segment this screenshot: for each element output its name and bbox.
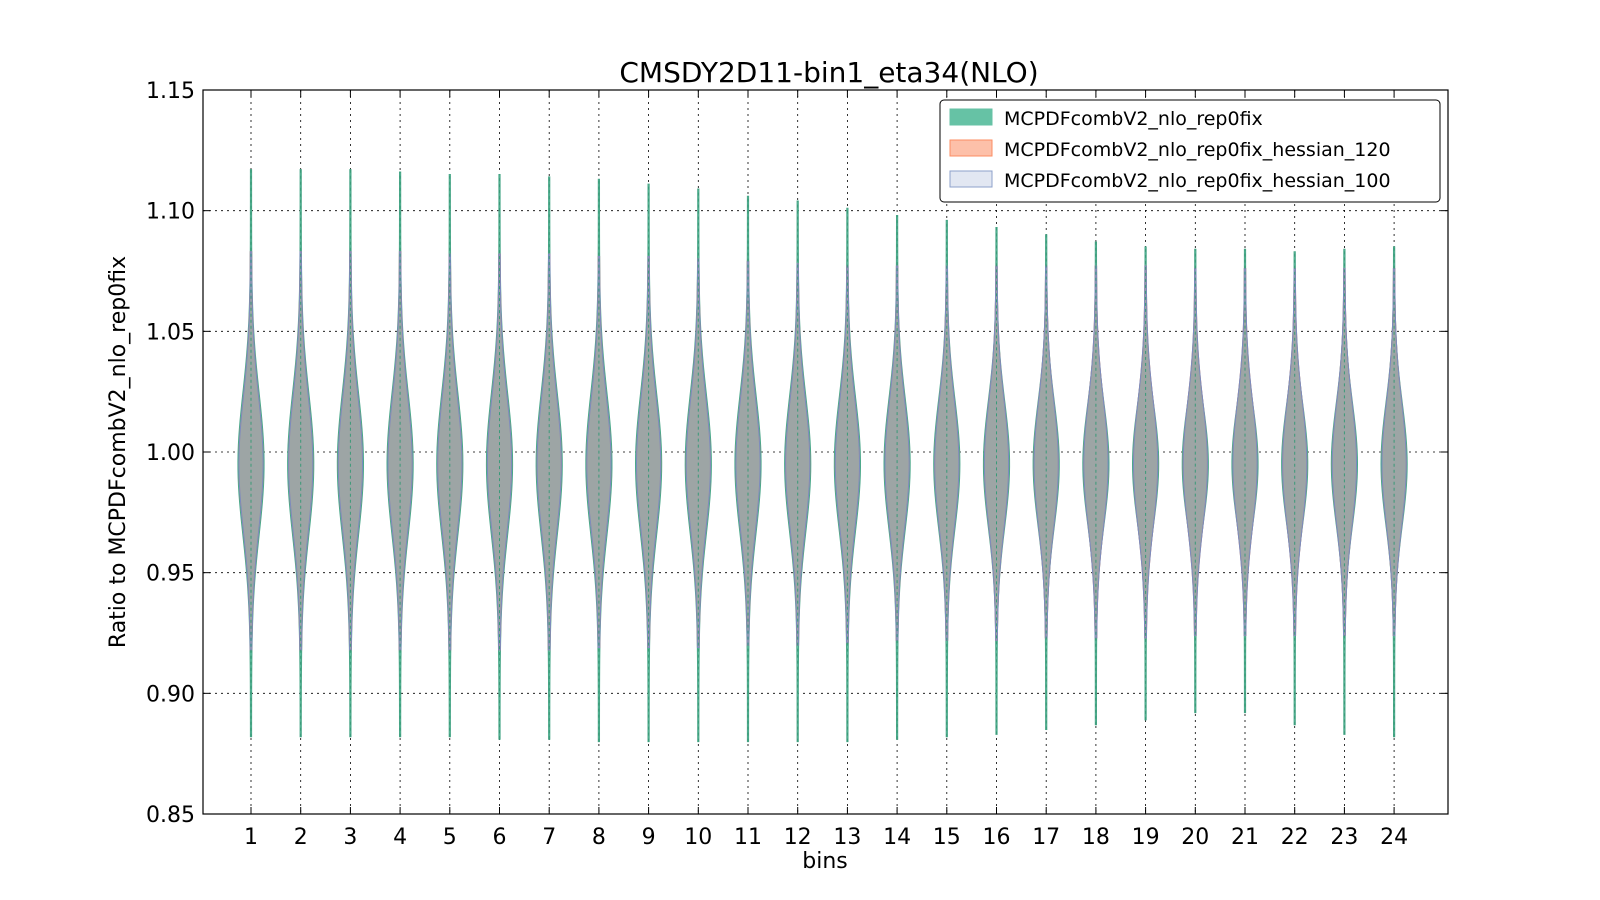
- legend-items: MCPDFcombV2_nlo_rep0fix MCPDFcombV2_nlo_r…: [949, 108, 1391, 192]
- legend-label: MCPDFcombV2_nlo_rep0fix: [1004, 108, 1263, 130]
- x-tick-label: 24: [1380, 825, 1408, 850]
- x-tick-label: 2: [294, 825, 308, 850]
- x-tick-label: 4: [393, 825, 407, 850]
- x-tick-label: 13: [833, 825, 861, 850]
- x-tick-label: 7: [542, 825, 556, 850]
- x-tick-label: 9: [642, 825, 656, 850]
- violin-shape: [486, 253, 513, 651]
- x-tick-label: 18: [1082, 825, 1110, 850]
- x-tick-label: 16: [983, 825, 1011, 850]
- x-tick-label: 23: [1330, 825, 1358, 850]
- violin-center-lines: [250, 169, 1395, 742]
- violin-shape: [288, 251, 314, 651]
- x-tick-label: 17: [1032, 825, 1060, 850]
- violin-shape: [536, 253, 562, 651]
- violin-layer: [237, 169, 1408, 743]
- y-tick-label: 0.85: [146, 803, 195, 828]
- violin-shape: [535, 176, 563, 740]
- y-tick-label: 1.05: [146, 320, 195, 345]
- violin-shape: [387, 251, 413, 651]
- violin-shape: [238, 251, 264, 651]
- violin-shape: [436, 173, 464, 738]
- x-axis-title: bins: [802, 849, 847, 874]
- y-tick-label: 1.10: [146, 200, 195, 225]
- violin-shape: [983, 265, 1010, 641]
- violin-shape: [884, 265, 910, 641]
- x-tick-label: 5: [443, 825, 457, 850]
- x-tick-label: 14: [883, 825, 911, 850]
- legend-swatch: [949, 108, 993, 126]
- violin-shape: [1132, 265, 1159, 639]
- violin-shape: [585, 178, 613, 743]
- x-tick-label: 12: [784, 825, 812, 850]
- y-tick-label: 0.95: [146, 562, 195, 587]
- x-tick-label: 1: [244, 825, 258, 850]
- y-tick-label: 1.00: [146, 441, 195, 466]
- violin-shape: [834, 265, 861, 644]
- x-tick-label: 21: [1231, 825, 1259, 850]
- y-axis-title: Ratio to MCPDFcombV2_nlo_rep0fix: [106, 256, 131, 648]
- legend-label: MCPDFcombV2_nlo_rep0fix_hessian_100: [1004, 170, 1391, 192]
- x-tick-label: 22: [1281, 825, 1309, 850]
- violin-shape: [337, 251, 364, 651]
- legend-swatch: [949, 170, 993, 188]
- chart-title: CMSDY2D11-bin1_eta34(NLO): [619, 56, 1038, 89]
- x-tick-label: 10: [684, 825, 712, 850]
- legend: MCPDFcombV2_nlo_rep0fix MCPDFcombV2_nlo_r…: [939, 99, 1441, 203]
- tick-layer: 0.850.900.951.001.051.101.151 2 3 4 5 6 7 8 9 10 1…: [146, 79, 1448, 850]
- violin-shape: [883, 214, 911, 740]
- x-tick-label: 3: [343, 825, 357, 850]
- x-tick-label: 11: [734, 825, 762, 850]
- x-tick-label: 19: [1132, 825, 1160, 850]
- violin-shape: [785, 263, 811, 646]
- x-tick-label: 15: [933, 825, 961, 850]
- legend-frame: [939, 99, 1441, 203]
- legend-swatch: [949, 139, 993, 157]
- y-tick-label: 1.15: [146, 79, 195, 104]
- x-tick-label: 20: [1181, 825, 1209, 850]
- legend-label: MCPDFcombV2_nlo_rep0fix_hessian_120: [1004, 139, 1391, 161]
- y-tick-label: 0.90: [146, 682, 195, 707]
- x-tick-label: 8: [592, 825, 606, 850]
- x-tick-label: 6: [493, 825, 507, 850]
